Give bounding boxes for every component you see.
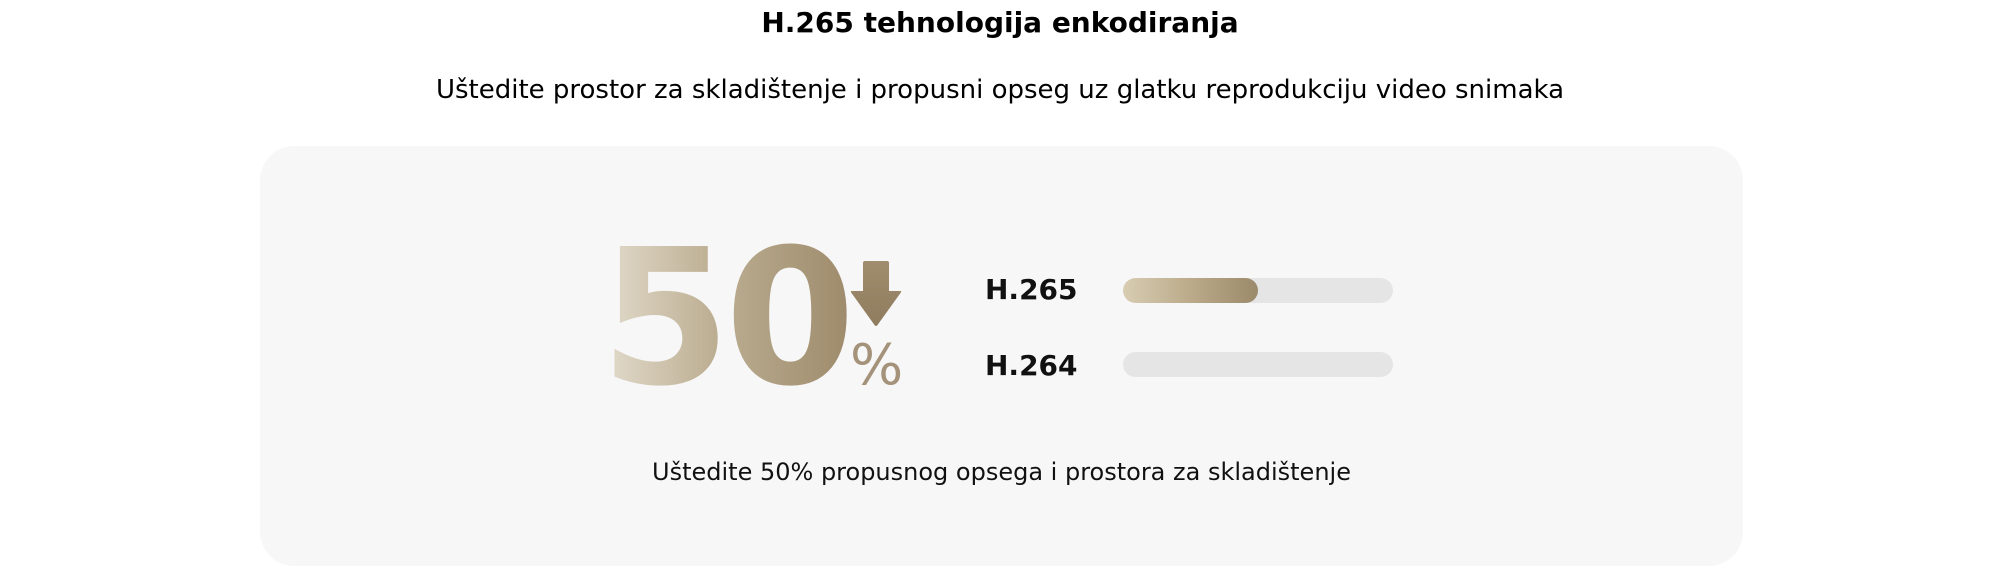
bar-track-h264 bbox=[1123, 352, 1393, 377]
bar-fill-h265 bbox=[1123, 278, 1258, 303]
percent-sign: % bbox=[850, 333, 904, 398]
page-subtitle: Uštedite prostor za skladištenje i propu… bbox=[435, 75, 1565, 105]
bar-track-h265 bbox=[1123, 278, 1393, 303]
page-title: H.265 tehnologija enkodiranja bbox=[761, 6, 1239, 39]
codec-label-h265: H.265 bbox=[985, 273, 1078, 306]
down-arrow-icon bbox=[850, 261, 902, 326]
savings-number: 50 bbox=[600, 209, 856, 428]
codec-label-h264: H.264 bbox=[985, 349, 1078, 382]
compression-card: 50 % H.265 H.264 Uštedite 50% propusnog … bbox=[260, 146, 1743, 566]
card-caption: Uštedite 50% propusnog opsega i prostora… bbox=[652, 458, 1351, 486]
